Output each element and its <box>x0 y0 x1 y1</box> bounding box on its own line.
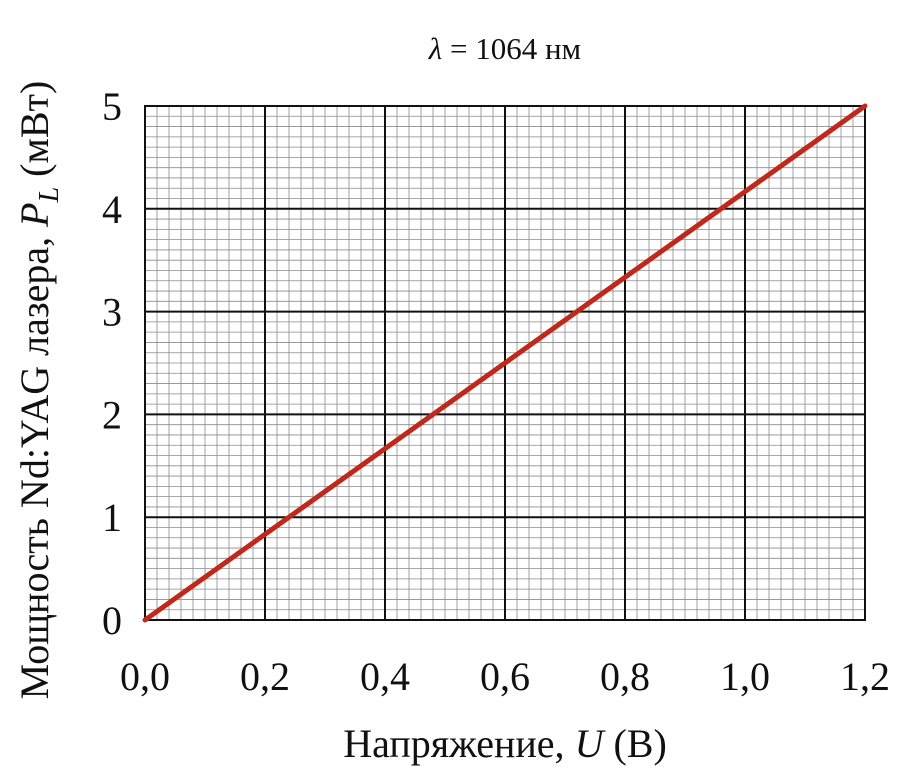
x-axis-label-var: U <box>575 721 607 766</box>
x-tick-label: 0,8 <box>600 654 650 699</box>
y-tick-label: 2 <box>102 392 122 437</box>
plot-frame <box>144 105 866 621</box>
chart-title-symbol: λ <box>428 31 442 66</box>
y-axis-label: Мощность Nd:YAG лазера, PL (мВт) <box>12 81 65 700</box>
x-tick-label: 0,0 <box>120 654 170 699</box>
y-tick-label: 3 <box>102 290 122 335</box>
series-line <box>142 103 868 623</box>
y-tick-label: 0 <box>102 598 122 643</box>
x-tick-label: 1,0 <box>720 654 770 699</box>
y-axis-label-unit: (мВт) <box>12 81 57 187</box>
x-tick-label: 0,6 <box>480 654 530 699</box>
x-tick-label: 0,4 <box>360 654 410 699</box>
y-axis-label-var: P <box>12 202 57 227</box>
y-axis-label-sub: L <box>34 187 65 204</box>
chart-title: λ = 1064 нм <box>428 31 581 66</box>
y-axis-label-text: Мощность Nd:YAG лазера, <box>12 227 57 700</box>
y-tick-label: 1 <box>102 495 122 540</box>
chart-title-rest: = 1064 нм <box>442 31 581 66</box>
x-tick-labels: 0,0 0,2 0,4 0,6 0,8 1,0 1,2 <box>120 654 890 699</box>
x-axis-label: Напряжение, U (В) <box>343 721 667 766</box>
y-tick-label: 4 <box>102 187 122 232</box>
x-axis-label-unit: (В) <box>603 721 666 766</box>
y-tick-labels: 0 1 2 3 4 5 <box>102 84 122 643</box>
x-tick-label: 0,2 <box>240 654 290 699</box>
series-layer <box>142 103 868 623</box>
plot-area <box>142 103 868 623</box>
y-tick-label: 5 <box>102 84 122 129</box>
x-axis-label-text: Напряжение, <box>343 721 574 766</box>
x-tick-label: 1,2 <box>840 654 890 699</box>
